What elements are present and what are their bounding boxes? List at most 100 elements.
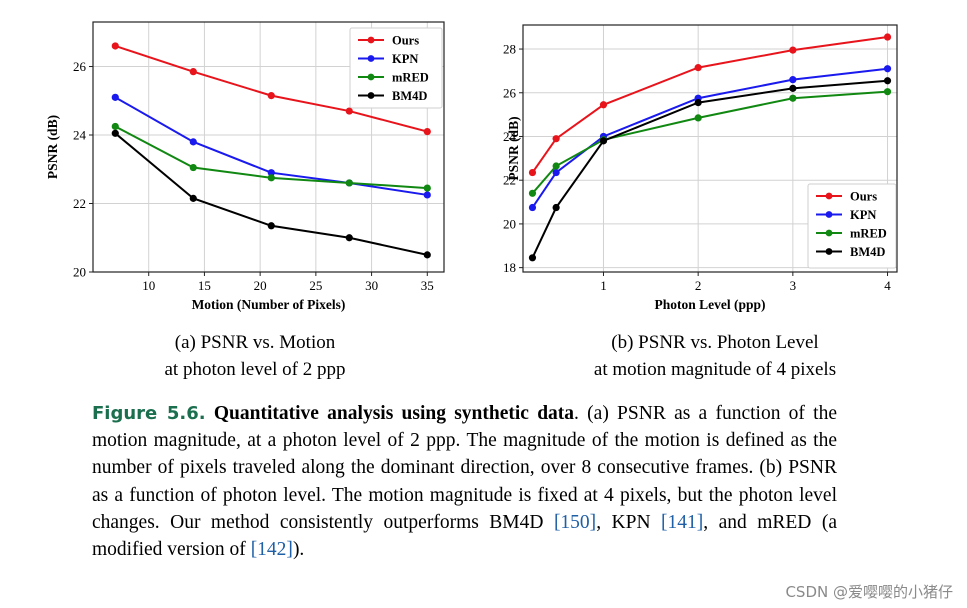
series-line-kpn <box>531 67 888 209</box>
x-tick-label: 4 <box>884 278 891 293</box>
data-point-ours <box>345 107 353 115</box>
legend-label-ours: Ours <box>850 190 877 204</box>
caption-text-4: ). <box>292 539 305 561</box>
legend-marker-ours <box>825 192 833 200</box>
data-point-mred <box>528 189 537 197</box>
citation-link-141[interactable]: [141] <box>661 511 704 533</box>
data-point-mred <box>189 163 197 172</box>
legend-marker-ours <box>367 36 375 44</box>
data-point-ours <box>267 92 275 100</box>
data-point-mred <box>789 94 797 102</box>
subcaption-b: (b) PSNR vs. Photon Level at motion magn… <box>555 329 875 383</box>
data-point-kpn <box>552 168 560 177</box>
x-tick-label: 10 <box>142 278 155 293</box>
subcaption-a: (a) PSNR vs. Motion at photon level of 2… <box>100 329 410 383</box>
plot-frame <box>522 24 898 273</box>
legend-marker-mred <box>825 229 833 237</box>
caption-text-3: , and mRED (a modified version of <box>92 511 838 561</box>
data-point-bm4d <box>599 137 608 145</box>
legend-box <box>807 183 897 269</box>
legend-label-ours: Ours <box>392 34 419 48</box>
data-point-bm4d <box>528 254 537 262</box>
subcaption-a-line2: at photon level of 2 ppp <box>164 359 346 380</box>
data-point-bm4d <box>111 129 119 137</box>
data-point-kpn <box>789 76 797 84</box>
x-tick-label: 20 <box>254 278 267 293</box>
data-point-mred <box>552 162 560 170</box>
data-point-bm4d <box>423 251 431 259</box>
x-axis-label: Photon Level (ppp) <box>654 297 765 312</box>
legend-label-kpn: KPN <box>850 208 876 222</box>
x-tick-label: 1 <box>600 278 607 293</box>
caption-text-2: , KPN <box>596 511 662 533</box>
legend-label-bm4d: BM4D <box>392 89 427 103</box>
data-point-bm4d <box>189 194 197 202</box>
data-point-ours <box>883 33 892 41</box>
data-point-mred <box>883 88 892 96</box>
data-point-bm4d <box>694 98 702 107</box>
citation-link-142[interactable]: [142] <box>250 539 293 561</box>
y-axis-label: PSNR (dB) <box>506 116 521 180</box>
x-tick-label: 3 <box>790 278 797 293</box>
legend-marker-kpn <box>825 211 833 218</box>
chart-psnr-vs-motion: 10 15 20 25 30 35 20 22 24 26 Motion (Number of Pi… <box>45 21 445 312</box>
data-point-ours <box>423 127 431 136</box>
x-tick-label: 2 <box>695 278 702 293</box>
data-point-kpn <box>267 169 275 177</box>
data-point-mred <box>345 179 353 187</box>
x-tick-label: 35 <box>421 278 434 293</box>
y-tick-label: 20 <box>73 265 86 280</box>
data-point-ours <box>528 168 537 177</box>
y-tick-label: 24 <box>73 128 87 143</box>
data-point-mred <box>267 174 275 182</box>
series-line-mred <box>531 90 888 194</box>
data-point-kpn <box>528 203 537 212</box>
data-point-ours <box>694 64 702 72</box>
data-point-mred <box>423 184 431 192</box>
data-point-kpn <box>423 191 431 199</box>
legend-label-bm4d: BM4D <box>850 245 885 259</box>
y-tick-label: 24 <box>503 129 517 144</box>
caption-text-1: . (a) PSNR as a function of the motion m… <box>92 403 837 533</box>
citation-link-150[interactable]: [150] <box>553 511 597 533</box>
y-tick-label: 22 <box>503 173 516 188</box>
x-tick-label: 30 <box>365 278 378 293</box>
data-point-bm4d <box>789 84 797 92</box>
data-point-mred <box>694 114 702 122</box>
data-point-ours <box>599 101 608 109</box>
legend-marker-mred <box>367 73 375 81</box>
watermark: CSDN @爱嘤嘤的小猪仔 <box>785 583 953 601</box>
x-axis-label: Motion (Number of Pixels) <box>192 297 346 312</box>
y-tick-label: 26 <box>73 59 87 74</box>
y-tick-label: 18 <box>503 260 516 275</box>
subcaption-a-line1: (a) PSNR vs. Motion <box>174 332 336 353</box>
data-point-bm4d <box>267 222 275 230</box>
legend-label-mred: mRED <box>392 71 429 85</box>
subcaption-b-line1: (b) PSNR vs. Photon Level <box>611 332 819 353</box>
x-tick-label: 25 <box>309 278 322 293</box>
plot-frame <box>92 21 445 273</box>
data-point-kpn <box>883 65 892 73</box>
y-tick-label: 20 <box>503 216 516 231</box>
y-tick-label: 26 <box>503 85 517 100</box>
legend-label-mred: mRED <box>850 227 887 241</box>
data-point-ours <box>789 46 797 54</box>
data-point-bm4d <box>883 77 892 85</box>
data-point-mred <box>111 122 119 131</box>
series-line-bm4d <box>531 79 888 259</box>
data-point-ours <box>552 135 560 143</box>
chart-psnr-vs-photon-level: 1 2 3 4 18 20 22 24 26 28 Photon Level (ppp) PSNR (… <box>503 24 898 312</box>
legend-box <box>349 27 443 109</box>
data-point-ours <box>189 68 197 76</box>
legend-marker-bm4d <box>367 92 375 99</box>
figure-label: Figure 5.6. <box>92 403 206 424</box>
figure-title: Quantitative analysis using synthetic da… <box>213 403 575 424</box>
data-point-kpn <box>189 138 197 146</box>
data-point-bm4d <box>552 203 560 212</box>
series-line-ours <box>531 36 888 174</box>
legend-marker-bm4d <box>825 248 833 255</box>
figure-caption: Figure 5.6. Quantitative analysis using … <box>92 400 837 563</box>
y-tick-label: 28 <box>503 42 516 57</box>
x-tick-label: 15 <box>198 278 211 293</box>
